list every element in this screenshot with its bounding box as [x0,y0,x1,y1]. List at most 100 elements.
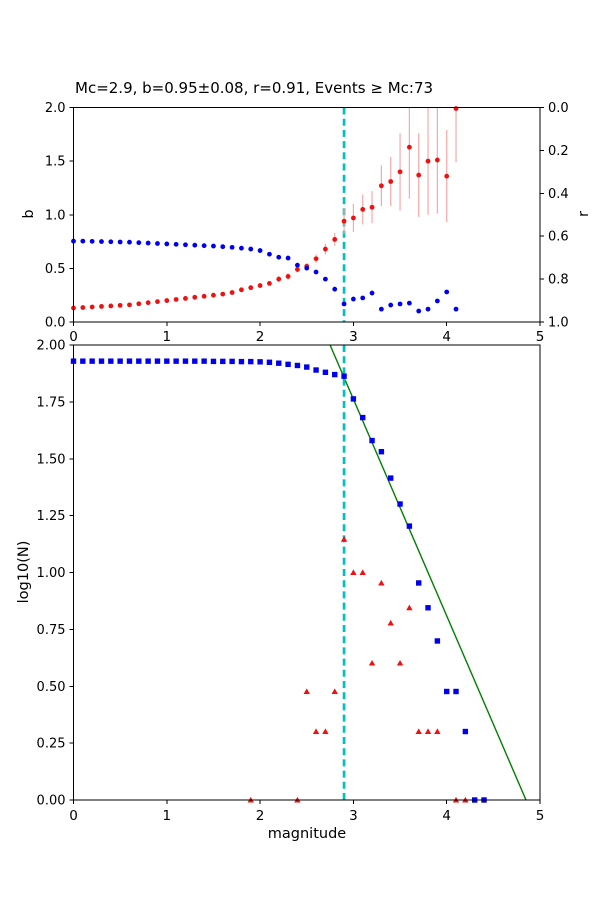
b-value-vs-cutoff-magnitude-point [444,173,450,179]
goodness-of-fit-r-vs-cutoff-magnitude-point [276,254,282,260]
per-bin-event-count-point [368,659,376,666]
y-tick-label: 1.50 [37,452,66,467]
b-value-vs-cutoff-magnitude-point [239,287,244,293]
per-bin-event-count-point [434,728,441,735]
per-bin-event-count-point [312,728,320,735]
b-value-vs-cutoff-magnitude-point [183,296,188,301]
y-tick-label: 1.0 [45,208,66,223]
cumulative-event-count-point [434,638,441,644]
goodness-of-fit-r-vs-cutoff-magnitude-point [89,238,95,244]
cumulative-event-count-point [145,358,151,364]
goodness-of-fit-r-vs-cutoff-magnitude-point [220,244,226,250]
cumulative-event-count-point [117,358,123,364]
y-tick-label: 0.50 [37,680,66,695]
y-tick-label: 2.0 [45,101,66,116]
b-value-vs-cutoff-magnitude-point [351,215,356,221]
b-value-vs-cutoff-magnitude-point [406,144,412,150]
y-tick-label: 0.2 [548,144,569,159]
y-tick-label: 1.25 [37,509,66,524]
cumulative-event-count-point [173,358,179,364]
y-tick-label: 1.75 [37,395,66,410]
goodness-of-fit-r-vs-cutoff-magnitude-point [229,244,235,250]
cumulative-event-count-point [350,396,357,402]
b-value-vs-cutoff-magnitude-point [127,302,132,308]
x-tick-label: 1 [163,329,172,345]
cumulative-event-count-point [406,523,413,529]
b-value-vs-cutoff-magnitude-point [117,302,123,308]
b-value-vs-cutoff-magnitude-point [89,304,95,310]
y-tick-label: 0.5 [45,262,66,277]
b-value-vs-cutoff-magnitude-point [295,267,300,272]
b-value-vs-cutoff-magnitude-point [145,300,151,306]
cumulative-event-count-point [397,501,403,507]
b-value-vs-cutoff-magnitude-point [192,294,198,300]
x-tick-label: 2 [256,808,265,824]
b-value-vs-cutoff-magnitude-point [220,291,226,297]
b-value-vs-cutoff-magnitude-point [267,280,272,286]
cumulative-event-count-point [416,580,422,586]
cumulative-event-count-point [192,358,198,364]
goodness-of-fit-r-vs-cutoff-magnitude-point [173,241,179,247]
b-value-vs-cutoff-magnitude-point [332,237,338,242]
cumulative-event-count-point [154,358,161,364]
cumulative-event-count-point [378,448,385,455]
x-tick-label: 3 [349,808,358,824]
b-value-vs-cutoff-magnitude-point [378,183,384,189]
goodness-of-fit-r-vs-cutoff-magnitude-point [444,289,450,295]
cumulative-event-count-point [164,358,170,364]
goodness-of-fit-r-vs-cutoff-magnitude-point [145,240,151,246]
b-value-vs-cutoff-magnitude-point [453,106,459,111]
goodness-of-fit-r-vs-cutoff-magnitude-point [211,243,216,249]
goodness-of-fit-r-vs-cutoff-magnitude-point [136,240,142,246]
x-tick-label: 0 [69,329,78,345]
b-value-vs-cutoff-magnitude-point [369,204,375,210]
b-value-vs-cutoff-magnitude-point [397,169,403,175]
cumulative-event-count-point [369,437,375,444]
y-tick-label: 2.00 [37,339,66,354]
cumulative-event-count-point [388,475,394,481]
goodness-of-fit-r-vs-cutoff-magnitude-point [239,245,244,251]
cumulative-event-count-point [360,414,366,421]
goodness-of-fit-r-vs-cutoff-magnitude-point [127,239,132,245]
cumulative-event-count-point [425,605,431,611]
cumulative-event-count-point [126,358,133,364]
b-value-vs-cutoff-magnitude-point [201,293,207,299]
y-tick-label: 1.5 [45,155,66,170]
per-bin-event-count-point [378,579,385,586]
y-tick-label: 0.0 [45,316,66,331]
top-panel: 0 1 2 3 4 5 0.0 0.5 1.0 1.5 2.0 0.0 0.2 0.4 0.6 0.8 1.0 [45,101,569,345]
per-bin-event-count-point [387,619,394,626]
per-bin-event-count-point [359,569,366,575]
panel-border [73,107,541,323]
y-tick-label: 1.0 [548,316,569,331]
goodness-of-fit-r-vs-cutoff-magnitude-point [183,242,188,248]
goodness-of-fit-r-vs-cutoff-magnitude-point [201,243,207,249]
b-value-vs-cutoff-magnitude-point [285,274,291,279]
per-bin-event-count-point [340,536,348,542]
cumulative-event-count-point [444,688,450,695]
b-value-vs-cutoff-magnitude-point [360,206,366,212]
cumulative-event-count-point [238,358,245,365]
goodness-of-fit-r-vs-cutoff-magnitude-point [192,242,198,248]
per-bin-event-count-point [350,569,357,575]
goodness-of-fit-r-vs-cutoff-magnitude-point [304,265,310,271]
goodness-of-fit-r-vs-cutoff-magnitude-point [351,296,356,302]
goodness-of-fit-r-vs-cutoff-magnitude-point [323,276,328,282]
b-value-vs-cutoff-magnitude-point [136,301,142,307]
b-value-vs-cutoff-magnitude-point [257,283,263,288]
goodness-of-fit-r-vs-cutoff-magnitude-point [313,269,319,275]
b-value-vs-cutoff-magnitude-point [425,158,431,164]
goodness-of-fit-r-vs-cutoff-magnitude-point [388,302,394,308]
y-tick-label: 0.8 [548,273,569,288]
goodness-of-fit-r-vs-cutoff-magnitude-point [453,306,459,312]
cumulative-event-count-point [89,358,95,364]
cumulative-event-count-point [229,358,235,365]
cumulative-event-count-point [136,358,142,364]
cumulative-event-count-point [201,358,207,364]
per-bin-event-count-point [322,728,329,735]
cumulative-event-count-point [341,373,347,379]
cumulative-event-count-point [108,358,114,364]
b-value-vs-cutoff-magnitude-point [313,256,319,262]
